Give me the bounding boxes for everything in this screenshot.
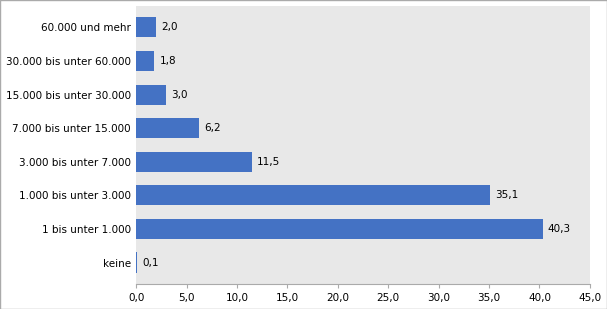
Bar	[136, 84, 166, 105]
Text: 40,3: 40,3	[548, 224, 571, 234]
Text: 35,1: 35,1	[495, 190, 518, 200]
Bar	[136, 219, 543, 239]
Text: 2,0: 2,0	[161, 22, 178, 32]
Bar	[136, 252, 137, 273]
Text: 11,5: 11,5	[257, 157, 280, 167]
Text: 1,8: 1,8	[160, 56, 176, 66]
Text: 0,1: 0,1	[142, 258, 159, 268]
Bar	[136, 17, 157, 37]
Bar	[136, 51, 154, 71]
Text: 6,2: 6,2	[204, 123, 220, 133]
Bar	[136, 152, 252, 172]
Text: 3,0: 3,0	[172, 90, 188, 99]
Bar	[136, 185, 490, 205]
Bar	[136, 118, 198, 138]
